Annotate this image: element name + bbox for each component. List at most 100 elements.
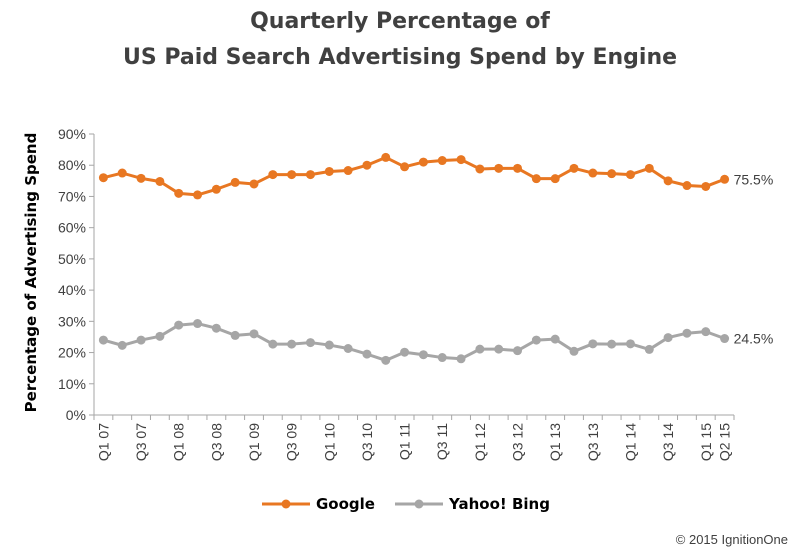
data-point bbox=[475, 344, 485, 354]
x-tick-label: Q1 07 bbox=[95, 423, 111, 461]
x-tick-label: Q3 13 bbox=[585, 423, 601, 461]
chart-title-line-2: US Paid Search Advertising Spend by Engi… bbox=[122, 45, 678, 70]
data-point bbox=[625, 170, 635, 180]
data-point bbox=[287, 339, 297, 349]
data-point bbox=[625, 339, 635, 349]
data-point bbox=[531, 335, 541, 345]
data-point bbox=[324, 340, 334, 350]
x-tick-label: Q2 15 bbox=[717, 423, 733, 461]
data-point bbox=[343, 343, 353, 353]
data-point bbox=[531, 174, 541, 184]
data-point bbox=[569, 346, 579, 356]
y-tick-label: 40% bbox=[58, 282, 86, 298]
data-point bbox=[287, 170, 297, 180]
x-tick-label: Q1 12 bbox=[472, 423, 488, 461]
data-point bbox=[682, 328, 692, 338]
data-point bbox=[720, 334, 730, 344]
y-tick-label: 50% bbox=[58, 251, 86, 267]
data-point bbox=[588, 339, 598, 349]
data-point bbox=[136, 335, 146, 345]
data-point bbox=[569, 163, 579, 173]
y-tick-label: 10% bbox=[58, 376, 86, 392]
data-point bbox=[513, 346, 523, 356]
data-point bbox=[117, 340, 127, 350]
data-point bbox=[475, 164, 485, 174]
data-point bbox=[305, 170, 315, 180]
y-tick-label: 20% bbox=[58, 345, 86, 361]
data-point bbox=[98, 335, 108, 345]
data-point bbox=[193, 190, 203, 200]
data-point bbox=[682, 181, 692, 191]
data-point bbox=[268, 339, 278, 349]
x-tick-label: Q3 08 bbox=[208, 423, 224, 461]
data-point bbox=[305, 338, 315, 348]
x-tick-label: Q3 12 bbox=[510, 423, 526, 461]
data-point bbox=[437, 353, 447, 363]
data-point bbox=[324, 166, 334, 176]
data-point bbox=[607, 169, 617, 179]
copyright-text: © 2015 IgnitionOne bbox=[675, 532, 788, 547]
series-line-yahoo-bing bbox=[103, 322, 726, 362]
data-point bbox=[174, 188, 184, 198]
y-tick-label: 30% bbox=[58, 313, 86, 329]
data-point bbox=[230, 177, 240, 187]
data-point bbox=[494, 344, 504, 354]
data-point bbox=[494, 163, 504, 173]
data-point bbox=[400, 162, 410, 172]
x-tick-label: Q1 10 bbox=[321, 423, 337, 461]
data-point bbox=[588, 168, 598, 178]
data-point bbox=[456, 354, 466, 364]
data-point bbox=[362, 349, 372, 359]
data-point bbox=[400, 347, 410, 357]
data-point bbox=[663, 333, 673, 343]
data-point bbox=[644, 344, 654, 354]
y-tick-label: 80% bbox=[58, 157, 86, 173]
data-point bbox=[418, 350, 428, 360]
data-point bbox=[211, 184, 221, 194]
data-point bbox=[607, 339, 617, 349]
legend-marker bbox=[281, 499, 291, 509]
x-tick-label: Q1 13 bbox=[547, 423, 563, 461]
legend-label: Google bbox=[316, 495, 375, 513]
y-tick-label: 0% bbox=[66, 407, 86, 423]
data-point bbox=[268, 170, 278, 180]
x-tick-label: Q1 14 bbox=[622, 423, 638, 461]
data-point bbox=[155, 176, 165, 186]
y-tick-label: 70% bbox=[58, 188, 86, 204]
data-point bbox=[249, 329, 259, 339]
legend-marker bbox=[414, 499, 424, 509]
data-point bbox=[513, 163, 523, 173]
data-point bbox=[550, 334, 560, 344]
y-tick-label: 90% bbox=[58, 126, 86, 142]
data-point bbox=[249, 179, 259, 189]
legend-label: Yahoo! Bing bbox=[448, 495, 550, 513]
x-tick-label: Q3 11 bbox=[434, 423, 450, 460]
end-value-label: 75.5% bbox=[734, 171, 774, 187]
data-point bbox=[644, 163, 654, 173]
x-tick-label: Q1 08 bbox=[171, 423, 187, 461]
data-point bbox=[456, 155, 466, 165]
data-point bbox=[193, 319, 203, 329]
y-tick-label: 60% bbox=[58, 220, 86, 236]
data-point bbox=[98, 173, 108, 183]
series-line-google bbox=[103, 155, 726, 197]
data-point bbox=[174, 320, 184, 330]
data-point bbox=[211, 323, 221, 333]
x-tick-label: Q1 11 bbox=[397, 423, 413, 460]
data-point bbox=[663, 176, 673, 186]
data-point bbox=[136, 173, 146, 183]
data-point bbox=[720, 174, 730, 184]
x-tick-label: Q3 14 bbox=[660, 423, 676, 461]
data-point bbox=[701, 181, 711, 191]
x-tick-label: Q3 07 bbox=[133, 423, 149, 461]
data-point bbox=[418, 157, 428, 167]
data-point bbox=[230, 330, 240, 340]
chart-title-line-1: Quarterly Percentage of bbox=[250, 9, 550, 34]
data-point bbox=[362, 160, 372, 170]
data-point bbox=[343, 166, 353, 176]
y-axis-title: Percentage of Advertising Spend bbox=[22, 133, 40, 413]
data-point bbox=[701, 327, 711, 337]
data-point bbox=[550, 174, 560, 184]
data-point bbox=[155, 331, 165, 341]
